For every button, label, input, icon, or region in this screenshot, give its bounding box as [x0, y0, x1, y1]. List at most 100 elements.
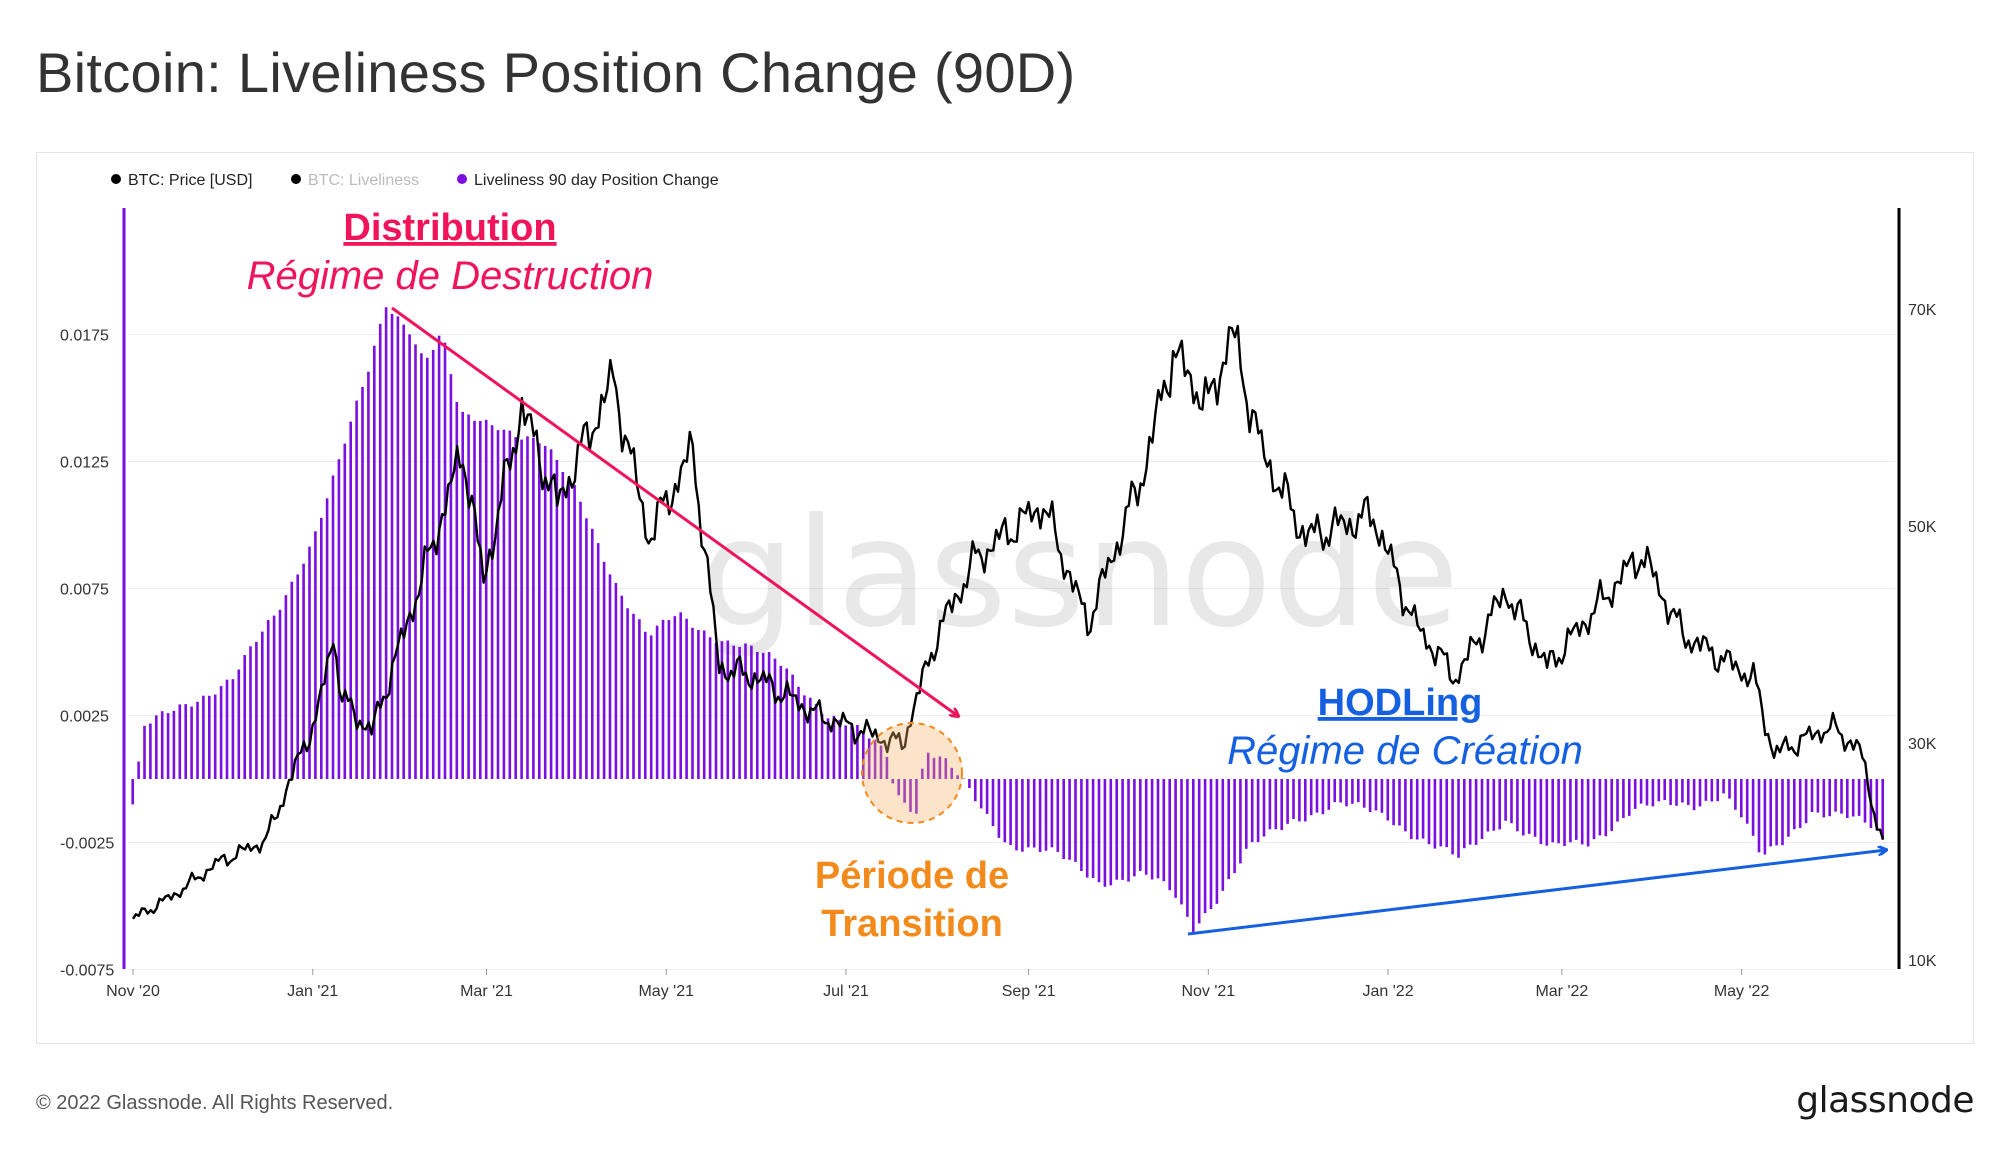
bar — [1374, 779, 1378, 811]
bar — [950, 767, 953, 779]
bar — [1351, 779, 1354, 804]
y-left-tick-label: -0.0025 — [60, 836, 114, 853]
bar — [1245, 779, 1248, 849]
bar — [909, 779, 912, 812]
bar — [213, 694, 217, 779]
bar — [614, 583, 618, 779]
bar — [1710, 779, 1714, 802]
bar — [1197, 779, 1201, 924]
bar — [408, 334, 411, 779]
bar — [526, 436, 529, 779]
bar — [272, 615, 276, 779]
bar — [1687, 779, 1690, 805]
bar — [1274, 779, 1278, 830]
bar — [1451, 779, 1454, 855]
bar — [850, 724, 853, 779]
y-right-tick-label: 50K — [1908, 519, 1937, 536]
x-tick-label: Jul '21 — [823, 983, 869, 1000]
legend-item-liveliness[interactable]: BTC: Liveliness — [291, 172, 419, 189]
bar — [744, 643, 747, 779]
bar — [1056, 779, 1060, 852]
bar — [384, 307, 388, 779]
bar — [991, 779, 995, 827]
bar — [1368, 779, 1372, 812]
bar — [1027, 779, 1030, 848]
bar — [1327, 779, 1331, 810]
bar — [720, 641, 724, 779]
bar — [172, 710, 176, 779]
bar — [1380, 779, 1384, 813]
x-tick-label: Nov '20 — [106, 983, 160, 1000]
bar — [602, 561, 606, 779]
bar — [396, 316, 400, 779]
bar — [1651, 779, 1655, 807]
y-left-tick-label: 0.0025 — [60, 709, 109, 726]
bar — [473, 420, 476, 779]
bar — [1445, 779, 1448, 848]
bar — [1032, 779, 1036, 848]
bar — [968, 779, 971, 788]
bar — [1539, 779, 1543, 845]
bar — [1563, 779, 1566, 846]
bar — [1775, 779, 1778, 846]
bar — [1180, 779, 1183, 905]
bar — [1085, 779, 1089, 878]
bar — [343, 443, 347, 779]
bar — [738, 647, 741, 779]
bar — [155, 715, 158, 779]
bar — [1156, 779, 1160, 879]
bar — [697, 630, 700, 779]
footer-logo[interactable]: glassnode — [1796, 1080, 1974, 1121]
bar — [1639, 779, 1643, 804]
bar — [308, 546, 311, 779]
bar — [915, 779, 918, 814]
bar — [1298, 779, 1301, 822]
legend-item-price[interactable]: BTC: Price [USD] — [111, 172, 252, 189]
bar — [1474, 779, 1478, 845]
bar — [437, 335, 441, 779]
bar — [290, 581, 294, 779]
x-tick-label: Mar '21 — [460, 983, 513, 1000]
bar — [591, 528, 594, 779]
bar — [414, 344, 417, 779]
bar — [1050, 779, 1054, 848]
bar — [1162, 779, 1166, 882]
bar — [691, 627, 694, 779]
bar — [1492, 779, 1496, 831]
bar — [820, 714, 824, 779]
bar — [1740, 779, 1743, 818]
bar — [679, 612, 682, 779]
bar — [579, 501, 582, 779]
bar — [361, 387, 364, 779]
bar — [1427, 779, 1431, 845]
bar — [1468, 779, 1472, 845]
bar — [314, 531, 317, 779]
bar — [732, 645, 735, 779]
x-tick-label: Jan '21 — [287, 983, 338, 1000]
bar — [1657, 779, 1661, 802]
bar — [585, 518, 588, 779]
bar — [1339, 779, 1342, 803]
bar — [131, 779, 134, 805]
bar — [325, 498, 329, 779]
bar — [1875, 779, 1879, 831]
bars-series — [131, 307, 1884, 932]
bar — [1598, 779, 1602, 836]
distribution-title: Distribution — [343, 207, 556, 249]
bar — [208, 695, 211, 779]
bar — [449, 374, 453, 779]
bar — [1268, 779, 1272, 830]
bar — [809, 697, 812, 779]
bar — [1793, 779, 1796, 830]
bar — [1139, 779, 1142, 871]
bar — [1816, 779, 1820, 813]
bar — [1463, 779, 1466, 849]
bar — [355, 400, 358, 779]
bar — [956, 775, 959, 779]
legend-item-position-change[interactable]: Liveliness 90 day Position Change — [457, 172, 719, 189]
legend-label-liveliness: BTC: Liveliness — [308, 172, 419, 189]
bar — [184, 704, 187, 779]
bar — [496, 430, 500, 779]
left-axis-ticks: 0.0175 0.0125 0.0075 0.0025 -0.0025 -0.0075 — [60, 328, 114, 980]
bar — [1315, 779, 1319, 813]
